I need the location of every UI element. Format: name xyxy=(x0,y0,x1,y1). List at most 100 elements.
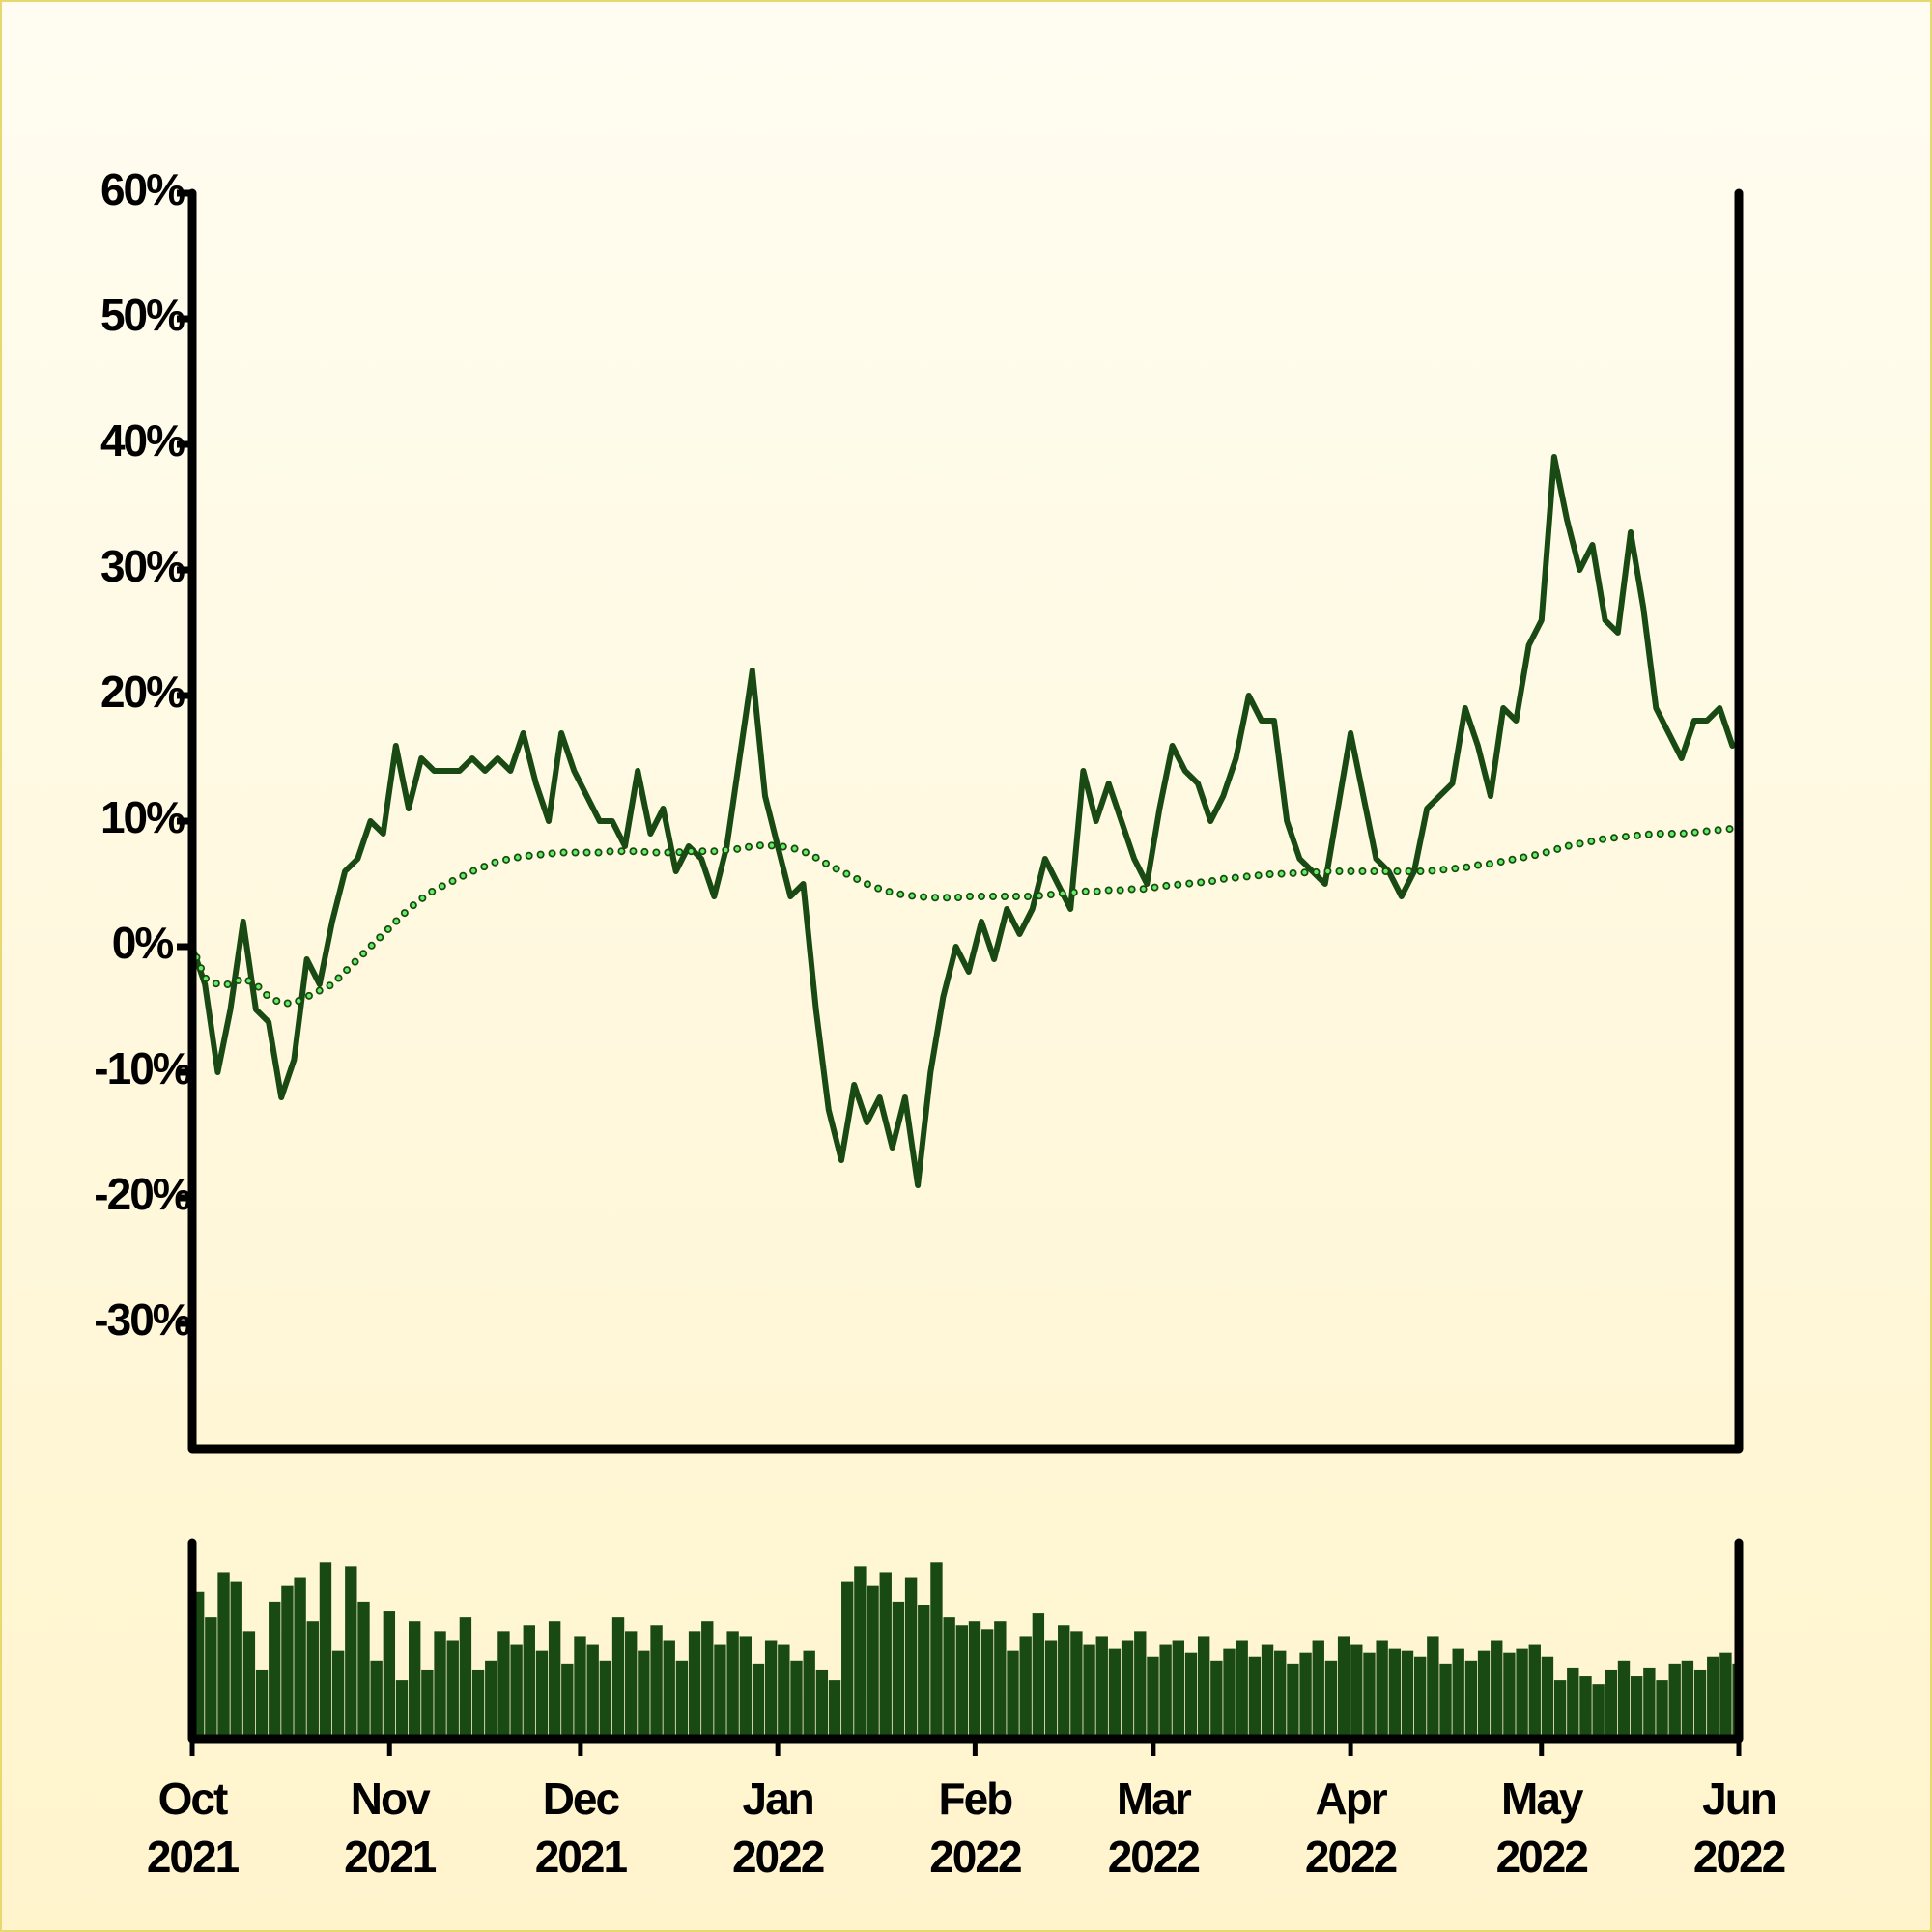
volume-bar xyxy=(331,1650,345,1739)
x-tick-label: Apr 2022 xyxy=(1305,1774,1397,1882)
volume-bar xyxy=(1401,1650,1414,1739)
x-tick-label: Feb 2022 xyxy=(929,1774,1021,1882)
volume-bar xyxy=(1070,1631,1083,1739)
volume-bar xyxy=(1541,1656,1554,1739)
volume-bar xyxy=(930,1562,943,1739)
volume-bar xyxy=(345,1566,357,1739)
volume-bar xyxy=(255,1669,269,1739)
volume-bar xyxy=(1287,1663,1299,1739)
volume-bar xyxy=(230,1581,242,1739)
volume-bar xyxy=(1236,1640,1248,1739)
volume-bar xyxy=(1019,1636,1032,1739)
volume-bar xyxy=(892,1601,905,1739)
volume-bar xyxy=(281,1585,294,1739)
volume-spines xyxy=(187,1538,1744,1744)
volume-bar xyxy=(943,1617,955,1739)
x-tick-label: Nov 2021 xyxy=(344,1774,437,1882)
volume-bar xyxy=(383,1611,396,1739)
volume-bar xyxy=(778,1644,790,1739)
volume-bar xyxy=(535,1650,549,1739)
volume-bar xyxy=(294,1577,306,1739)
volume-bar xyxy=(434,1631,446,1739)
volume-bar xyxy=(1147,1656,1159,1739)
volume-bar xyxy=(1172,1640,1185,1739)
volume-bar xyxy=(1643,1667,1656,1739)
volume-bar xyxy=(269,1601,281,1739)
volume-bar xyxy=(1630,1676,1643,1739)
volume-bar xyxy=(611,1617,625,1739)
volume-bar xyxy=(471,1669,485,1739)
volume-bar xyxy=(1693,1669,1707,1739)
volume-bar xyxy=(841,1581,854,1739)
volume-bar xyxy=(752,1663,765,1739)
volume-bar xyxy=(485,1660,497,1739)
volume-bar xyxy=(994,1621,1007,1739)
volume-bar xyxy=(446,1640,459,1739)
volume-bar xyxy=(1503,1652,1516,1739)
volume-bar xyxy=(1477,1650,1491,1739)
volume-bar xyxy=(815,1669,829,1739)
volume-bar xyxy=(1464,1660,1478,1739)
volume-bar xyxy=(1439,1663,1452,1739)
volume-bar xyxy=(1427,1636,1439,1739)
volume-bar xyxy=(370,1660,383,1739)
volume-bar xyxy=(1184,1652,1198,1739)
volume-bar xyxy=(688,1631,701,1739)
volume-bar xyxy=(764,1640,778,1739)
volume-bar xyxy=(867,1585,879,1739)
volume-bar xyxy=(1376,1640,1388,1739)
volume-bar xyxy=(701,1621,714,1739)
volume-bar xyxy=(1044,1640,1058,1739)
volume-bar xyxy=(1274,1650,1287,1739)
volume-bar xyxy=(1553,1680,1567,1739)
volume-bar xyxy=(803,1650,815,1739)
volume-bar xyxy=(1388,1648,1402,1739)
volume-bar xyxy=(319,1562,332,1739)
volume-bar xyxy=(625,1631,638,1739)
volume-bar xyxy=(1656,1680,1668,1739)
volume-bar xyxy=(1159,1644,1172,1739)
volume-bar xyxy=(306,1621,319,1739)
volume-bar xyxy=(1032,1613,1045,1739)
y-tick-label: 30% xyxy=(100,541,185,591)
volume-bar xyxy=(510,1644,523,1739)
volume-bar xyxy=(1108,1648,1122,1739)
volume-bar xyxy=(1516,1648,1528,1739)
volume-bar xyxy=(395,1680,409,1739)
volume-bar xyxy=(828,1680,841,1739)
volume-bar xyxy=(205,1617,217,1739)
volume-bar xyxy=(1121,1640,1134,1739)
return-line xyxy=(189,454,1736,1188)
volume-bar xyxy=(217,1572,230,1739)
volume-bar xyxy=(854,1566,867,1739)
volume-bar xyxy=(1210,1660,1223,1739)
volume-bar xyxy=(242,1631,256,1739)
volume-bar xyxy=(421,1669,434,1739)
volume-bar xyxy=(1299,1652,1312,1739)
volume-bar xyxy=(955,1625,968,1739)
x-tick-label: Jan 2022 xyxy=(732,1774,824,1882)
moving-average-line xyxy=(189,826,1735,1006)
y-tick-label: 0% xyxy=(112,918,174,968)
volume-bar xyxy=(548,1621,561,1739)
volume-bar xyxy=(1617,1660,1631,1739)
volume-bar xyxy=(1134,1631,1147,1739)
volume-bar xyxy=(663,1640,675,1739)
y-tick-label: 60% xyxy=(100,164,185,214)
volume-bar xyxy=(1197,1636,1210,1739)
volume-bar xyxy=(1668,1663,1681,1739)
volume-bar xyxy=(879,1572,892,1739)
volume-bar xyxy=(1363,1652,1376,1739)
y-tick-label: 50% xyxy=(100,290,185,340)
volume-bar xyxy=(586,1644,599,1739)
volume-bar xyxy=(1337,1636,1350,1739)
y-tick-label: -10% xyxy=(94,1043,190,1094)
moving-average-outline xyxy=(188,824,1737,1008)
x-tick-label: Oct 2021 xyxy=(147,1774,240,1882)
volume-bar xyxy=(1350,1644,1363,1739)
x-tick-label: Dec 2021 xyxy=(535,1774,628,1882)
volume-bar xyxy=(574,1636,586,1739)
x-tick-label: Mar 2022 xyxy=(1108,1774,1200,1882)
